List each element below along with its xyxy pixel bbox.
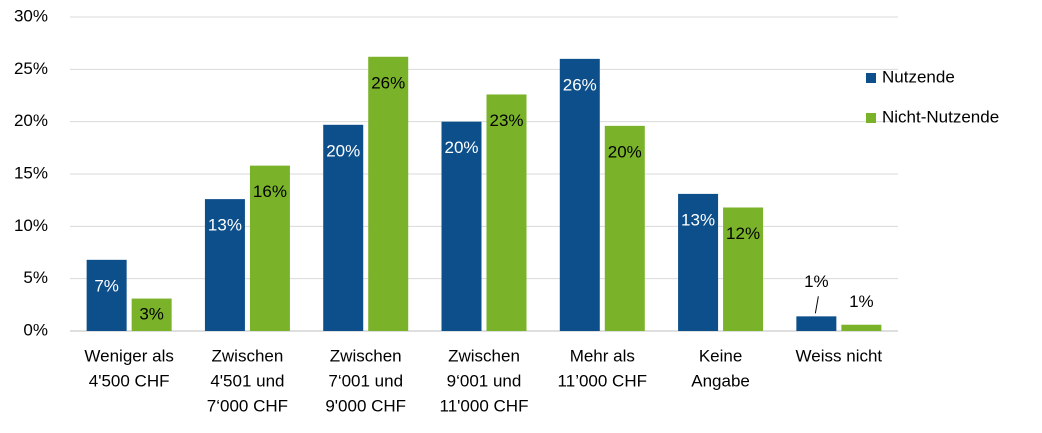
value-label: 7% (94, 276, 119, 295)
legend-swatch (866, 73, 876, 83)
value-label: 23% (489, 111, 523, 130)
value-label: 3% (139, 304, 164, 323)
bar (559, 58, 600, 331)
x-tick-label: 11’000 CHF (558, 371, 647, 390)
bar (796, 316, 837, 331)
legend-label: Nicht-Nutzende (882, 107, 999, 126)
x-tick-label: 4'501 und (210, 371, 284, 390)
y-tick-label: 15% (14, 163, 48, 182)
bar (441, 121, 482, 332)
value-label: 26% (371, 73, 405, 92)
bar (604, 125, 645, 331)
y-tick-label: 10% (14, 216, 48, 235)
value-label: 1% (849, 292, 874, 311)
bar (486, 94, 527, 331)
legend-label: Nutzende (882, 67, 955, 86)
value-label: 13% (681, 210, 715, 229)
x-tick-label: 9'000 CHF (325, 396, 406, 415)
bar (249, 165, 290, 331)
x-tick-label: 4'500 CHF (89, 371, 170, 390)
x-tick-label: Zwischen (212, 346, 284, 365)
bar (678, 193, 719, 331)
leader-line (814, 296, 819, 314)
bar (368, 56, 409, 331)
value-label: 1% (804, 272, 829, 291)
x-tick-label: 11'000 CHF (440, 396, 529, 415)
x-tick-label: Mehr als (570, 346, 635, 365)
x-tick-label: Weiss nicht (796, 346, 883, 365)
y-tick-label: 20% (14, 111, 48, 130)
x-tick-label: 7‘001 und (328, 371, 403, 390)
y-tick-label: 5% (23, 268, 48, 287)
value-label: 20% (608, 142, 642, 161)
bar (841, 324, 882, 331)
x-tick-label: Keine (699, 346, 742, 365)
y-tick-label: 25% (14, 59, 48, 78)
x-tick-label: Zwischen (330, 346, 402, 365)
legend-swatch (866, 113, 876, 123)
value-label: 16% (253, 182, 287, 201)
bar (323, 124, 364, 331)
value-label: 13% (208, 216, 242, 235)
value-label: 20% (444, 138, 478, 157)
value-label: 20% (326, 141, 360, 160)
value-label: 26% (563, 75, 597, 94)
x-tick-label: Zwischen (448, 346, 520, 365)
y-tick-label: 0% (23, 320, 48, 339)
bar (86, 259, 127, 331)
bar (723, 207, 764, 331)
x-tick-label: Weniger als (84, 346, 173, 365)
bar (204, 199, 245, 331)
x-tick-label: 9‘001 und (447, 371, 522, 390)
x-tick-label: Angabe (691, 371, 750, 390)
y-tick-label: 30% (14, 6, 48, 25)
bar (131, 298, 172, 331)
value-label: 12% (726, 224, 760, 243)
x-tick-label: 7‘000 CHF (207, 396, 288, 415)
